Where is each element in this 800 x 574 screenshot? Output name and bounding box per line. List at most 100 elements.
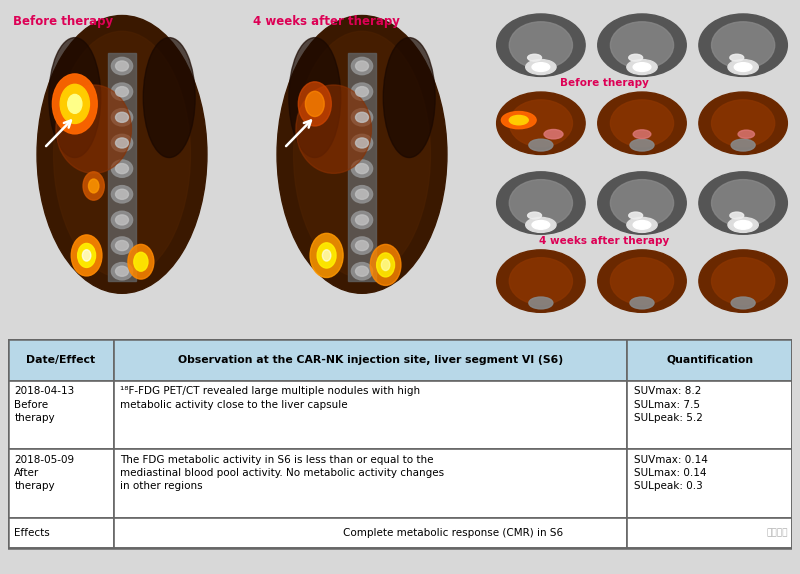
Ellipse shape	[510, 22, 573, 69]
Circle shape	[529, 139, 553, 151]
FancyBboxPatch shape	[627, 381, 792, 449]
Ellipse shape	[351, 237, 373, 254]
Circle shape	[78, 243, 95, 267]
Ellipse shape	[711, 258, 774, 305]
Ellipse shape	[111, 160, 133, 177]
Circle shape	[510, 115, 528, 125]
Circle shape	[633, 220, 651, 229]
FancyBboxPatch shape	[8, 449, 114, 518]
Circle shape	[52, 74, 98, 134]
Circle shape	[731, 297, 755, 309]
Circle shape	[728, 218, 758, 232]
Ellipse shape	[355, 61, 369, 71]
Ellipse shape	[289, 38, 341, 158]
Ellipse shape	[610, 100, 674, 147]
Circle shape	[633, 63, 651, 71]
Text: ¹⁸F-FDG PET/CT revealed large multiple nodules with high
metabolic activity clos: ¹⁸F-FDG PET/CT revealed large multiple n…	[120, 386, 420, 409]
Ellipse shape	[115, 87, 129, 96]
Text: SUVmax: 8.2
SULmax: 7.5
SULpeak: 5.2: SUVmax: 8.2 SULmax: 7.5 SULpeak: 5.2	[634, 386, 702, 422]
Ellipse shape	[355, 87, 369, 96]
Circle shape	[630, 139, 654, 151]
FancyBboxPatch shape	[627, 339, 792, 381]
Ellipse shape	[598, 250, 686, 312]
Ellipse shape	[699, 14, 787, 76]
Ellipse shape	[277, 15, 447, 293]
Ellipse shape	[711, 22, 774, 69]
Ellipse shape	[351, 262, 373, 280]
Circle shape	[83, 172, 104, 200]
Ellipse shape	[296, 85, 371, 173]
Ellipse shape	[355, 266, 369, 276]
Ellipse shape	[111, 57, 133, 75]
Ellipse shape	[115, 138, 129, 148]
Ellipse shape	[497, 14, 585, 76]
Text: SUVmax: 0.14
SULmax: 0.14
SULpeak: 0.3: SUVmax: 0.14 SULmax: 0.14 SULpeak: 0.3	[634, 455, 707, 491]
Ellipse shape	[115, 215, 129, 225]
Circle shape	[134, 253, 148, 272]
Circle shape	[89, 179, 99, 193]
Ellipse shape	[111, 108, 133, 126]
Ellipse shape	[355, 164, 369, 174]
Ellipse shape	[143, 38, 195, 158]
Circle shape	[298, 82, 331, 126]
Circle shape	[71, 235, 102, 276]
Circle shape	[532, 220, 550, 229]
Ellipse shape	[294, 31, 430, 278]
Circle shape	[528, 54, 542, 61]
Ellipse shape	[711, 180, 774, 227]
Circle shape	[627, 218, 657, 232]
FancyBboxPatch shape	[114, 339, 627, 381]
Ellipse shape	[610, 258, 674, 305]
Ellipse shape	[111, 211, 133, 228]
Circle shape	[734, 63, 752, 71]
Circle shape	[728, 60, 758, 75]
Ellipse shape	[115, 241, 129, 251]
Ellipse shape	[351, 57, 373, 75]
Ellipse shape	[355, 215, 369, 225]
FancyBboxPatch shape	[8, 381, 114, 449]
Ellipse shape	[56, 85, 131, 173]
Circle shape	[317, 243, 336, 268]
Circle shape	[532, 63, 550, 71]
Ellipse shape	[351, 134, 373, 152]
Circle shape	[528, 212, 542, 219]
Text: Observation at the CAR-NK injection site, liver segment VI (S6): Observation at the CAR-NK injection site…	[178, 355, 563, 364]
Ellipse shape	[497, 250, 585, 312]
Circle shape	[306, 91, 324, 117]
Ellipse shape	[111, 134, 133, 152]
FancyBboxPatch shape	[114, 381, 627, 449]
Text: Date/Effect: Date/Effect	[26, 355, 95, 364]
Ellipse shape	[699, 172, 787, 234]
Ellipse shape	[54, 31, 190, 278]
Ellipse shape	[115, 164, 129, 174]
Circle shape	[382, 259, 390, 270]
Ellipse shape	[711, 100, 774, 147]
Ellipse shape	[37, 15, 207, 293]
Text: Before therapy: Before therapy	[560, 77, 649, 88]
Text: 2018-04-13
Before
therapy: 2018-04-13 Before therapy	[14, 386, 74, 422]
Circle shape	[377, 253, 394, 277]
Circle shape	[738, 130, 754, 138]
Ellipse shape	[610, 22, 674, 69]
Circle shape	[370, 245, 401, 285]
Circle shape	[731, 139, 755, 151]
Circle shape	[60, 84, 90, 123]
Bar	[108, 53, 136, 281]
Ellipse shape	[355, 189, 369, 199]
Circle shape	[629, 54, 642, 61]
Ellipse shape	[111, 83, 133, 100]
Bar	[348, 53, 376, 281]
Circle shape	[730, 212, 744, 219]
Ellipse shape	[49, 38, 101, 158]
Circle shape	[529, 297, 553, 309]
Circle shape	[544, 130, 563, 139]
Ellipse shape	[383, 38, 435, 158]
Circle shape	[633, 130, 651, 138]
FancyBboxPatch shape	[627, 449, 792, 518]
Circle shape	[526, 60, 556, 75]
Text: 2018-05-09
After
therapy: 2018-05-09 After therapy	[14, 455, 74, 491]
Text: 无瘿家园: 无瘿家园	[766, 528, 788, 537]
Circle shape	[730, 54, 744, 61]
Circle shape	[734, 220, 752, 229]
Circle shape	[322, 250, 331, 261]
